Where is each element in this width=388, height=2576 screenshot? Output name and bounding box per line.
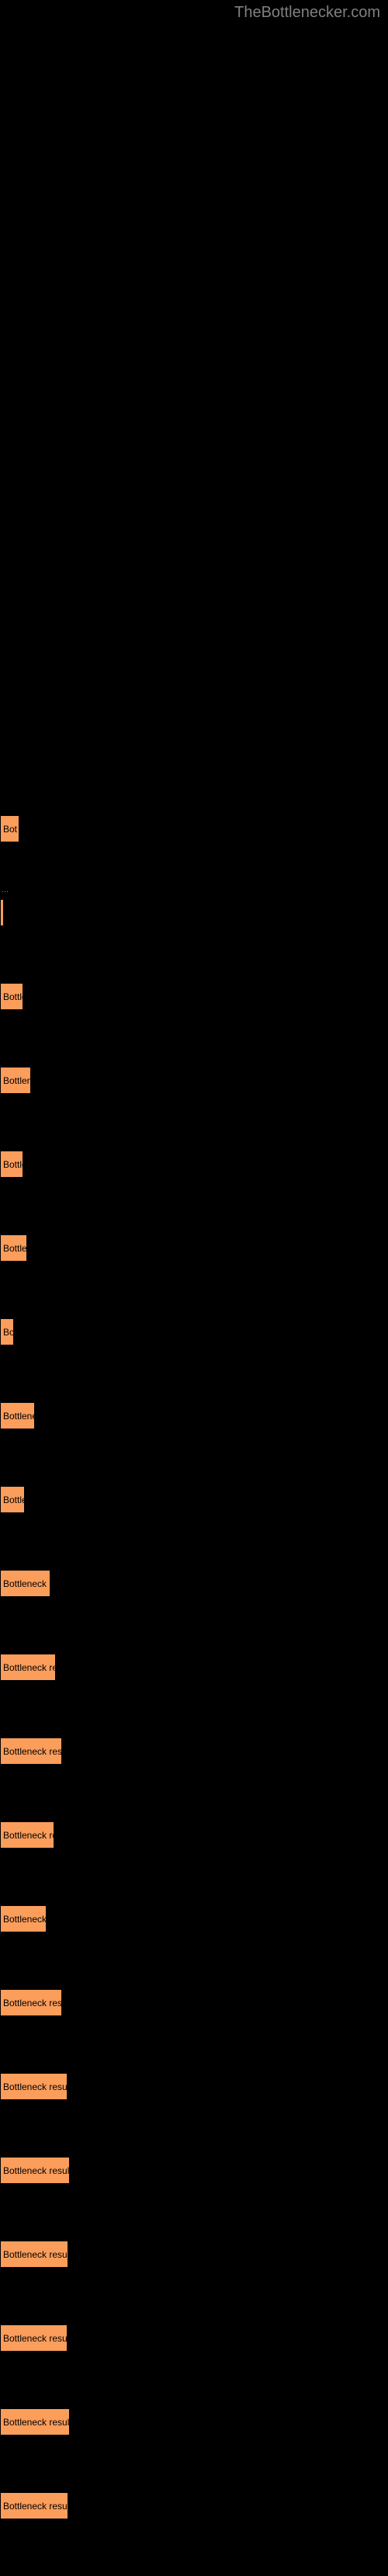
bar-label: ... xyxy=(2,885,9,894)
bar-row: Bottleneck r xyxy=(0,1905,388,1932)
bar-row: ... xyxy=(0,899,388,926)
bar-row: Bottlenec xyxy=(0,1402,388,1429)
bar: Bottleneck result xyxy=(0,1989,62,2016)
bar: Bottleneck result xyxy=(0,2408,70,2435)
bar: Bottleneck r xyxy=(0,1905,47,1932)
bar-row: Bottlene xyxy=(0,1067,388,1094)
bar-row: Bottleneck result xyxy=(0,1989,388,2016)
bar-row: Bottleneck result xyxy=(0,2073,388,2100)
bar-row: Bottleneck res xyxy=(0,1654,388,1681)
bar: Bottleneck res xyxy=(0,1654,56,1681)
bar: Bottlenec xyxy=(0,1402,35,1429)
bar-row: Bottlen xyxy=(0,1234,388,1262)
bar-row: Bottleneck result xyxy=(0,2492,388,2519)
bar-row: Bo xyxy=(0,1318,388,1345)
bar: Bottle xyxy=(0,1486,25,1513)
bar xyxy=(0,899,4,926)
bar-row: Bottleneck result xyxy=(0,2157,388,2184)
bar-row: Bottleneck result xyxy=(0,2324,388,2352)
bar-chart: Bot... Bottle Bottlene Bottle Bottlen Bo Bottl… xyxy=(0,815,388,2576)
bar: Bottleneck result xyxy=(0,2157,70,2184)
bar-row: Bot xyxy=(0,815,388,842)
bar: Bottleneck result xyxy=(0,2492,68,2519)
bar-row: Bottleneck re xyxy=(0,1570,388,1597)
bar: Bo xyxy=(0,1318,14,1345)
bar: Bot xyxy=(0,815,19,842)
bar-row: Bottleneck resu xyxy=(0,1821,388,1849)
bar: Bottlen xyxy=(0,1234,27,1262)
bar: Bottlene xyxy=(0,1067,31,1094)
bar: Bottleneck result xyxy=(0,2241,68,2268)
bar: Bottleneck re xyxy=(0,1570,50,1597)
bar: Bottleneck result xyxy=(0,1738,62,1765)
bar: Bottleneck result xyxy=(0,2073,68,2100)
bar: Bottle xyxy=(0,983,23,1010)
bar-row: Bottle xyxy=(0,1151,388,1178)
bar: Bottle xyxy=(0,1151,23,1178)
bar: Bottleneck result xyxy=(0,2324,68,2352)
bar-row: Bottle xyxy=(0,983,388,1010)
watermark-text: TheBottlenecker.com xyxy=(234,4,380,22)
bar-row: Bottleneck result xyxy=(0,2408,388,2435)
bar-row: Bottle xyxy=(0,1486,388,1513)
bar: Bottleneck resu xyxy=(0,1821,54,1849)
bar-row: Bottleneck result xyxy=(0,1738,388,1765)
bar-row: Bottleneck result xyxy=(0,2241,388,2268)
